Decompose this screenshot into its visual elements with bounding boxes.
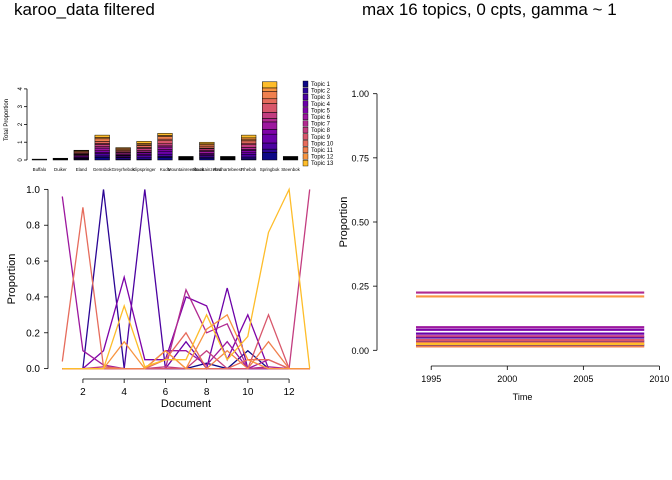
bar-category-label: Mountainzebra [192, 167, 222, 172]
doc-x-tick-label: 4 [121, 387, 127, 398]
right-title: max 16 topics, 0 cpts, gamma ~ 1 [362, 0, 617, 19]
legend-label: Topic 13 [311, 161, 334, 167]
legend-swatch [302, 113, 309, 121]
legend-swatch [302, 140, 309, 147]
doc-y-axis-label: Proportion [6, 254, 18, 305]
bar-segment [52, 157, 68, 161]
doc-x-tick-label: 8 [204, 387, 210, 398]
bar-segment [262, 81, 278, 89]
legend-swatch [302, 93, 309, 101]
legend-swatch [302, 159, 309, 167]
legend-label: Topic 5 [311, 108, 331, 114]
time-x-tick-label: 2005 [573, 374, 593, 384]
legend-label: Topic 12 [311, 155, 334, 161]
bar-category-label: Rhebok [241, 167, 257, 172]
bar-category-label: Springbok [260, 167, 281, 172]
bar-segment [199, 141, 215, 145]
left-title: karoo_data filtered [14, 0, 155, 19]
doc-y-tick-label: 1.0 [26, 185, 40, 196]
bar-y-tick-label: 3 [18, 104, 24, 108]
legend-label: Topic 3 [311, 95, 331, 101]
bar-category-label: Buffalo [33, 167, 47, 172]
legend-label: Topic 8 [311, 128, 331, 134]
legend-label: Topic 10 [311, 141, 334, 147]
bar-category-label: Gemsbok [93, 167, 113, 172]
legend-swatch [302, 126, 309, 134]
legend-swatch [302, 80, 309, 88]
doc-series-line [62, 187, 311, 370]
bar-category-label: Greyrhebok [112, 167, 136, 172]
bar-segment [136, 141, 152, 144]
legend-label: Topic 9 [311, 135, 331, 141]
legend-label: Topic 7 [311, 122, 331, 128]
time-y-axis-label: Proportion [338, 197, 350, 248]
time-x-tick-label: 2000 [497, 374, 517, 384]
legend-label: Topic 11 [311, 148, 334, 154]
doc-y-tick-label: 0.2 [26, 328, 40, 339]
legend-swatch [302, 153, 309, 160]
bar-segment [220, 156, 236, 161]
time-y-tick-label: 0.75 [351, 153, 369, 163]
bar-segment [73, 149, 89, 152]
legend-swatch [302, 87, 309, 94]
bar-segment [115, 147, 131, 149]
legend-swatch [302, 133, 309, 140]
doc-x-tick-label: 2 [80, 387, 86, 398]
doc-x-tick-label: 12 [284, 387, 296, 398]
bar-y-tick-label: 4 [18, 87, 24, 91]
time-y-tick-label: 1.00 [351, 89, 369, 99]
bar-category-label: Steenbok [281, 167, 300, 172]
bar-segment [157, 133, 173, 136]
bar-segment [94, 134, 110, 138]
legend-swatch [302, 120, 309, 127]
doc-y-tick-label: 0.4 [26, 292, 40, 303]
doc-x-tick-label: 6 [163, 387, 169, 398]
legend-swatch [302, 146, 309, 154]
legend-label: Topic 2 [311, 89, 331, 95]
legend-label: Topic 4 [311, 102, 331, 108]
bar-category-label: Duiker [54, 167, 67, 172]
bar-category-label: Mountainreedbuck [168, 167, 205, 172]
doc-y-tick-label: 0.6 [26, 257, 40, 268]
doc-y-tick-label: 0.0 [26, 364, 40, 375]
bar-segment [31, 158, 48, 161]
bar-category-label: Kudu [160, 167, 171, 172]
bar-segment [178, 156, 194, 161]
bar-segment [282, 156, 299, 161]
legend-label: Topic 1 [311, 82, 331, 88]
bar-y-tick-label: 1 [18, 140, 24, 144]
bar-category-label: Redhartebeest [213, 167, 243, 172]
time-y-tick-label: 0.25 [351, 282, 369, 292]
doc-x-axis-label: Document [161, 398, 211, 410]
time-y-tick-label: 0.50 [351, 218, 369, 228]
doc-x-tick-label: 10 [242, 387, 254, 398]
legend-label: Topic 6 [311, 115, 331, 121]
time-x-tick-label: 1995 [421, 374, 441, 384]
bar-y-axis-label: Total Proportion [4, 99, 10, 141]
legend-swatch [302, 107, 309, 114]
bar-y-tick-label: 2 [18, 122, 24, 126]
time-x-axis-label: Time [513, 392, 533, 402]
doc-y-tick-label: 0.8 [26, 221, 40, 232]
bar-category-label: Klipspringer [132, 167, 156, 172]
legend-swatch [302, 100, 309, 107]
bar-y-tick-label: 0 [18, 158, 24, 162]
time-y-tick-label: 0.00 [351, 346, 369, 356]
bar-category-label: Eland [76, 167, 88, 172]
bar-segment [241, 134, 257, 139]
time-x-tick-label: 2010 [649, 374, 669, 384]
